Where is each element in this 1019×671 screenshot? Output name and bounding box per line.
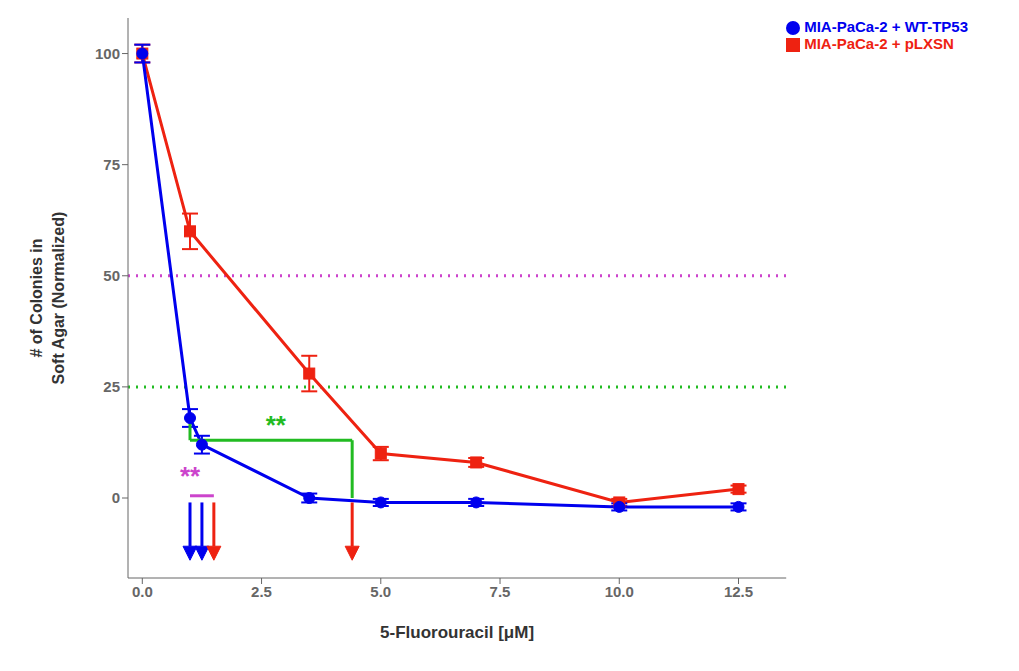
svg-text:12.5: 12.5 [724,583,753,600]
svg-text:10.0: 10.0 [605,583,634,600]
svg-text:0: 0 [112,489,120,506]
html-text:MIA-PaCa-2 + pLXSN: MIA-PaCa-2 + pLXSN [804,35,954,52]
svg-text:# of Colonies in: # of Colonies in [28,238,45,357]
svg-text:Soft Agar (Normalized): Soft Agar (Normalized) [50,212,67,385]
svg-text:75: 75 [103,156,120,173]
svg-text:50: 50 [103,267,120,284]
svg-text:**: ** [266,410,287,440]
svg-text:100: 100 [95,45,120,62]
svg-text:5-Fluorouracil [μM]: 5-Fluorouracil [μM] [380,623,534,642]
html-text:MIA-PaCa-2 + WT-TP53: MIA-PaCa-2 + WT-TP53 [804,18,968,35]
svg-text:2.5: 2.5 [251,583,272,600]
svg-text:0.0: 0.0 [132,583,153,600]
svg-text:25: 25 [103,378,120,395]
svg-text:7.5: 7.5 [490,583,511,600]
svg-text:5.0: 5.0 [370,583,391,600]
svg-text:**: ** [180,461,201,491]
